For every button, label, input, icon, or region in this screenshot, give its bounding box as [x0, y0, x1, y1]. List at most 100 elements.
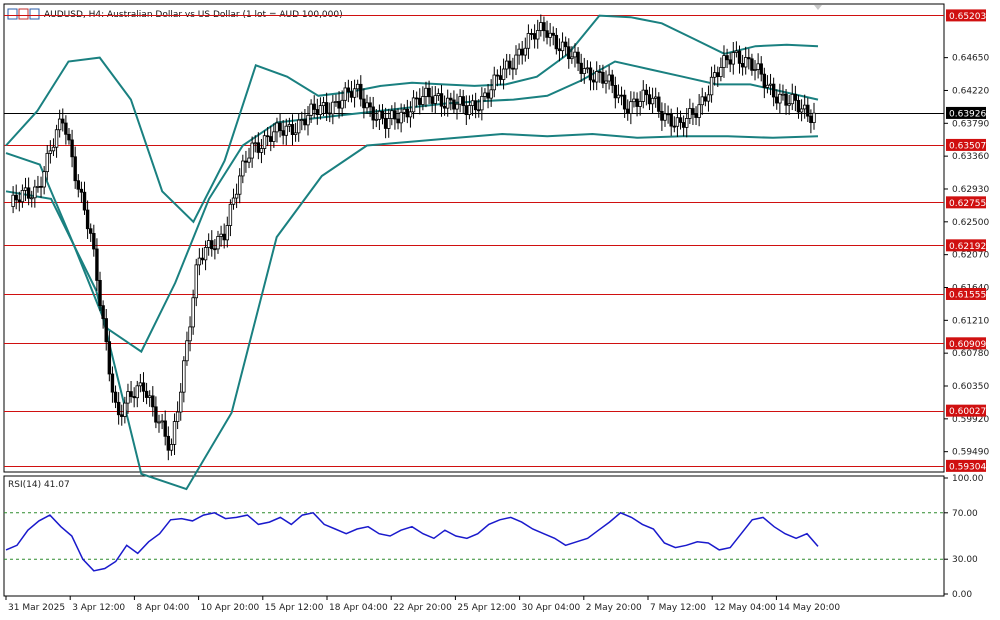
candle	[647, 86, 652, 111]
price-tick-label: 0.59920	[952, 415, 989, 425]
candle	[287, 117, 292, 133]
candle	[467, 95, 472, 120]
candle	[135, 380, 139, 408]
candle	[722, 45, 726, 78]
candle	[787, 94, 791, 115]
time-tick-label: 15 Apr 12:00	[265, 603, 324, 613]
current-price-text: 0.63926	[949, 109, 986, 119]
candle	[328, 102, 332, 123]
level-price-text: 0.65203	[949, 12, 986, 22]
candle	[349, 80, 354, 103]
candle	[92, 224, 96, 257]
candle	[548, 22, 552, 47]
candle	[635, 92, 639, 117]
candle	[253, 135, 257, 153]
candle	[542, 16, 546, 42]
candles-layer	[11, 14, 816, 461]
scroll-marker-icon[interactable]	[814, 5, 822, 10]
candle	[477, 99, 481, 118]
candle	[365, 94, 369, 114]
candle	[430, 86, 434, 113]
candle	[582, 57, 586, 84]
candle	[234, 183, 239, 209]
candle	[172, 413, 177, 456]
candle	[796, 94, 801, 119]
candle	[703, 92, 708, 107]
candle	[219, 225, 223, 247]
candle	[247, 147, 251, 169]
candle	[206, 233, 211, 256]
time-tick-label: 8 Apr 04:00	[136, 603, 189, 613]
candle	[449, 92, 453, 111]
candle	[241, 154, 245, 184]
candle	[147, 390, 152, 407]
candle	[523, 37, 528, 62]
candle	[390, 105, 394, 126]
candle	[539, 14, 543, 37]
candle	[691, 102, 695, 126]
candle	[101, 300, 105, 329]
candle	[601, 64, 605, 89]
candle	[132, 387, 136, 408]
level-price-label: 0.60909	[946, 337, 986, 350]
candle	[747, 48, 751, 70]
candle	[784, 88, 788, 115]
candle	[411, 90, 416, 119]
candle	[576, 47, 580, 72]
candle	[33, 179, 37, 208]
candle	[89, 223, 93, 242]
candle	[374, 109, 379, 128]
candle	[492, 66, 496, 98]
candle	[424, 81, 428, 108]
candle	[321, 96, 326, 117]
candle	[175, 401, 180, 430]
chart-header-icons[interactable]	[7, 8, 40, 20]
candle	[405, 99, 410, 124]
candle	[203, 240, 208, 271]
timeframe-icon[interactable]	[18, 8, 29, 20]
candle	[675, 107, 680, 137]
candle	[610, 69, 614, 94]
candle	[470, 94, 475, 116]
candle	[334, 94, 338, 107]
candle	[48, 140, 53, 164]
candle	[427, 80, 431, 105]
candle	[731, 42, 735, 75]
candle	[85, 200, 90, 239]
price-axis: 0.64650 0.64220 0.63790 0.63360 0.62930 0.625…	[944, 9, 989, 472]
candle	[694, 106, 698, 125]
candle	[514, 45, 518, 76]
candle	[188, 316, 192, 352]
candle	[163, 410, 167, 446]
candle	[352, 79, 357, 108]
chart-type-icon[interactable]	[7, 8, 18, 20]
indicator-icon[interactable]	[29, 8, 40, 20]
main-pane-frame	[3, 3, 945, 473]
candle	[324, 92, 329, 122]
candle	[51, 138, 56, 157]
candle	[231, 188, 236, 210]
candle	[595, 61, 599, 91]
candle	[346, 79, 351, 103]
time-tick-label: 31 Mar 2025	[8, 603, 65, 613]
candle	[728, 52, 732, 73]
candle	[809, 109, 813, 134]
candle	[151, 386, 155, 417]
candle	[588, 61, 593, 91]
candle	[23, 177, 28, 202]
candle	[362, 88, 366, 119]
candle	[657, 92, 661, 118]
candle	[632, 91, 636, 108]
candle	[259, 138, 264, 164]
candle	[418, 88, 422, 115]
candle	[744, 46, 748, 75]
candle	[296, 113, 301, 142]
level-price-text: 0.62755	[949, 199, 986, 209]
candle	[225, 216, 229, 248]
price-tick-label: 0.62930	[952, 185, 989, 195]
candle	[638, 91, 642, 116]
candle	[644, 84, 649, 106]
candle	[95, 238, 99, 291]
candle	[129, 380, 133, 403]
